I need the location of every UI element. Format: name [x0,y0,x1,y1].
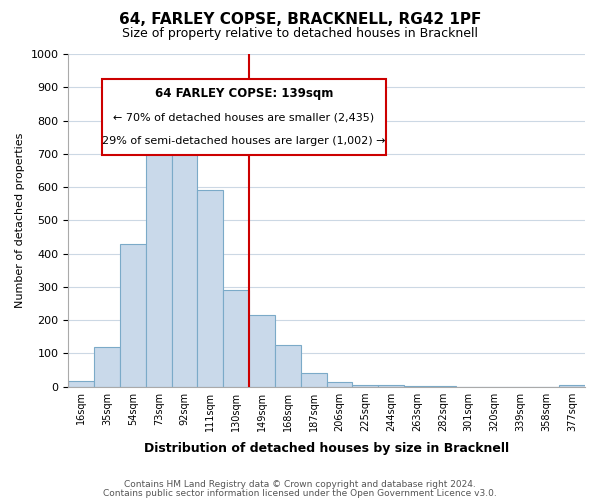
Bar [68,381,94,386]
Text: Contains public sector information licensed under the Open Government Licence v3: Contains public sector information licen… [103,488,497,498]
Bar [197,190,223,386]
Bar [301,373,326,386]
Text: ← 70% of detached houses are smaller (2,435): ← 70% of detached houses are smaller (2,… [113,112,374,122]
Bar [94,346,120,387]
Bar [146,124,172,386]
X-axis label: Distribution of detached houses by size in Bracknell: Distribution of detached houses by size … [144,442,509,455]
Bar [223,290,249,386]
Text: 64 FARLEY COPSE: 139sqm: 64 FARLEY COPSE: 139sqm [155,88,333,101]
Bar [275,345,301,387]
Y-axis label: Number of detached properties: Number of detached properties [15,132,25,308]
Text: 64, FARLEY COPSE, BRACKNELL, RG42 1PF: 64, FARLEY COPSE, BRACKNELL, RG42 1PF [119,12,481,28]
Bar [352,385,379,386]
Text: Contains HM Land Registry data © Crown copyright and database right 2024.: Contains HM Land Registry data © Crown c… [124,480,476,489]
Bar [559,385,585,386]
Text: Size of property relative to detached houses in Bracknell: Size of property relative to detached ho… [122,28,478,40]
Bar [379,385,404,386]
Bar [172,119,197,386]
Text: 29% of semi-detached houses are larger (1,002) →: 29% of semi-detached houses are larger (… [102,136,386,145]
FancyBboxPatch shape [102,79,386,156]
Bar [249,315,275,386]
Bar [120,244,146,386]
Bar [326,382,352,386]
